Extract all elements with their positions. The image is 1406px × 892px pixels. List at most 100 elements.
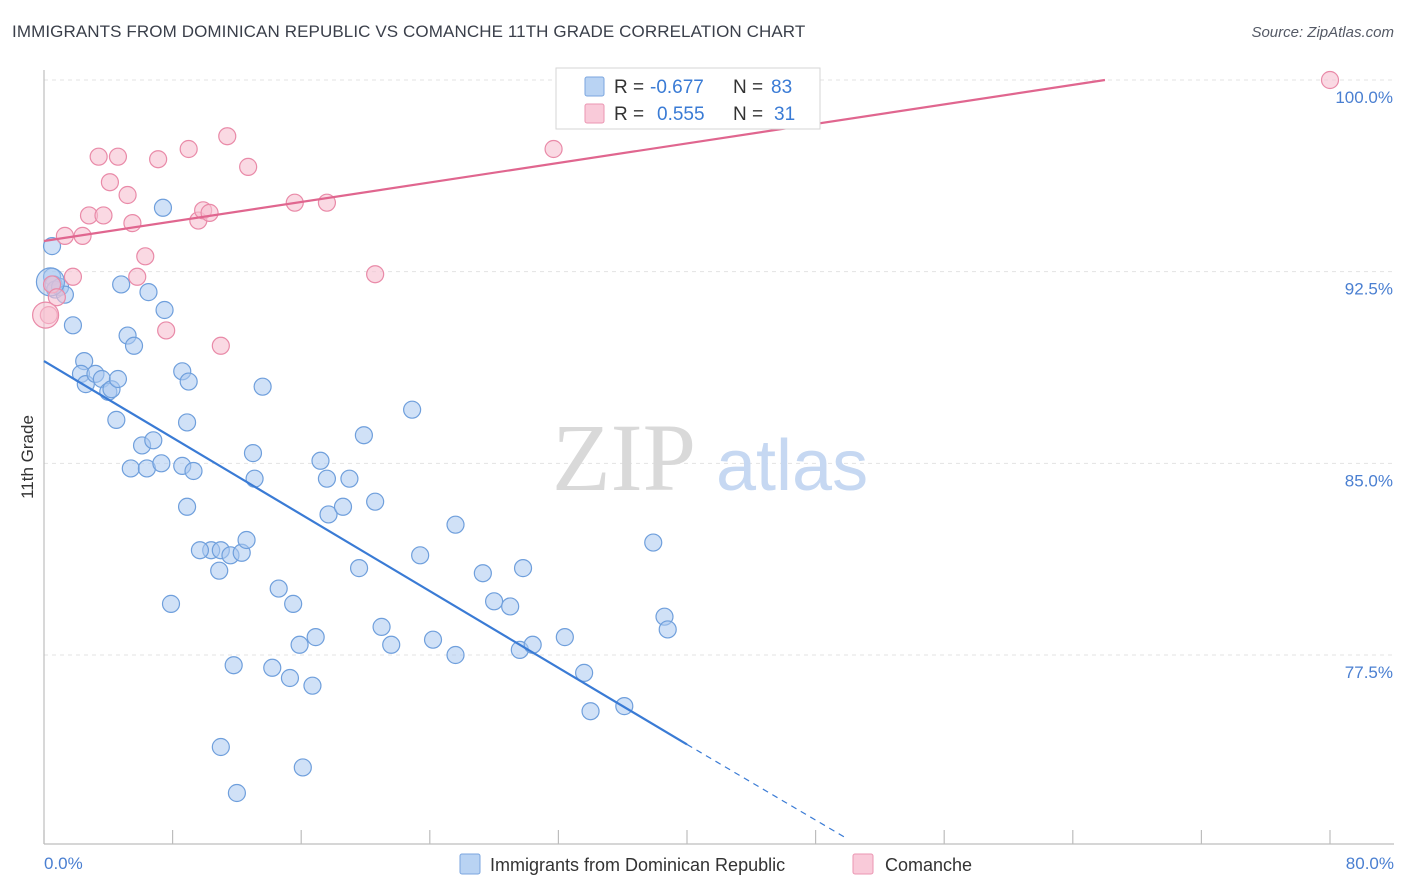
data-point-comanche: [108, 147, 128, 166]
data-point-dominican: [144, 431, 163, 450]
data-point-dominican: [340, 469, 359, 488]
data-point-dominican: [317, 469, 337, 488]
trend-line-dominican: [43, 360, 688, 746]
data-point-comanche: [366, 265, 385, 284]
data-point-dominican: [311, 451, 330, 470]
data-point-comanche: [47, 288, 66, 307]
data-point-comanche: [200, 203, 219, 222]
data-point-comanche: [239, 157, 258, 176]
stats-r-label-1: R =: [614, 77, 644, 98]
y-tick-label: 77.5%: [1345, 663, 1393, 682]
data-point-dominican: [245, 469, 264, 488]
data-point-dominican: [179, 372, 198, 391]
data-point-dominican: [306, 628, 325, 647]
data-point-dominican: [224, 656, 243, 675]
data-point-dominican: [446, 645, 465, 665]
y-tick-label: 85.0%: [1345, 471, 1393, 490]
trend-lines: [43, 78, 1106, 840]
series-legend-swatch-dominican: [459, 853, 481, 875]
data-point-dominican: [501, 597, 520, 616]
stats-r-value-1: -0.677: [650, 77, 704, 98]
data-point-dominican: [155, 300, 174, 320]
data-point-dominican: [42, 237, 62, 256]
data-point-dominican: [354, 426, 373, 445]
chart-title: IMMIGRANTS FROM DOMINICAN REPUBLIC VS CO…: [12, 22, 806, 41]
data-point-dominican: [190, 541, 210, 560]
data-point-dominican: [153, 198, 173, 217]
data-point-dominican: [303, 676, 322, 695]
x-tick-label-min: 0.0%: [44, 854, 83, 873]
data-point-dominican: [485, 592, 504, 611]
series-legend-label-dominican: Immigrants from Dominican Republic: [490, 855, 785, 875]
data-point-dominican: [269, 579, 288, 598]
data-point-dominican: [446, 515, 465, 534]
data-point-dominican: [372, 617, 391, 636]
data-point-dominican: [152, 454, 171, 473]
data-point-dominican: [555, 628, 574, 647]
data-point-dominican: [184, 461, 203, 481]
series-legend-label-comanche: Comanche: [885, 855, 972, 875]
trend-line-dominican-extension: [686, 743, 849, 840]
series-dominican-points: [35, 198, 677, 803]
data-point-dominican: [211, 737, 230, 757]
data-point-dominican: [403, 400, 422, 419]
x-axis-ticks: [43, 830, 1331, 844]
data-point-comanche: [32, 301, 60, 329]
stats-n-value-2: 31: [774, 104, 795, 125]
y-tick-label: 100.0%: [1335, 88, 1393, 107]
data-point-dominican: [112, 275, 131, 294]
data-point-dominican: [290, 635, 309, 654]
stats-n-label-2: N =: [733, 104, 763, 125]
data-point-dominican: [177, 413, 197, 432]
x-tick-label-max: 80.0%: [1346, 854, 1394, 873]
data-point-dominican: [366, 492, 385, 511]
data-point-comanche: [100, 173, 120, 192]
stats-r-label-2: R =: [614, 104, 644, 125]
data-point-comanche: [63, 267, 83, 286]
data-point-dominican: [237, 530, 256, 550]
watermark-atlas: atlas: [716, 426, 868, 506]
data-point-dominican: [658, 620, 677, 639]
data-point-dominican: [473, 564, 492, 583]
data-point-comanche: [118, 185, 137, 205]
data-point-dominican: [177, 497, 197, 516]
data-point-dominican: [124, 336, 144, 355]
data-point-comanche: [1320, 70, 1340, 90]
source-label: Source: ZipAtlas.com: [1251, 24, 1394, 41]
data-point-dominican: [423, 630, 443, 649]
trend-line-comanche: [43, 78, 1106, 243]
data-point-dominican: [139, 283, 158, 302]
data-point-comanche: [211, 336, 230, 355]
data-point-dominican: [575, 663, 594, 682]
data-point-dominican: [513, 559, 533, 578]
data-point-dominican: [581, 702, 600, 721]
data-point-dominican: [243, 444, 263, 463]
data-point-dominican: [227, 783, 246, 803]
data-point-dominican: [107, 410, 126, 429]
stats-r-value-2: 0.555: [657, 104, 705, 125]
data-point-dominican: [284, 594, 303, 613]
data-point-dominican: [210, 561, 229, 580]
stats-legend-swatch-pink: [584, 103, 605, 124]
y-tick-label: 92.5%: [1345, 280, 1393, 299]
data-point-comanche: [218, 127, 237, 146]
data-point-dominican: [263, 658, 282, 677]
data-point-dominican: [63, 316, 83, 335]
data-point-dominican: [382, 635, 401, 654]
series-legend: Immigrants from Dominican Republic Coman…: [459, 853, 972, 875]
stats-n-label-1: N =: [733, 77, 763, 98]
data-point-comanche: [157, 321, 176, 340]
data-point-comanche: [149, 150, 168, 169]
y-tick-labels: 77.5% 85.0% 92.5% 100.0%: [1335, 88, 1393, 682]
data-point-comanche: [544, 139, 563, 159]
series-comanche-points: [32, 70, 1340, 355]
data-point-comanche: [128, 267, 147, 286]
data-point-dominican: [349, 559, 369, 578]
y-axis-label: 11th Grade: [18, 415, 37, 499]
stats-legend: R = -0.677 N = 83 R = 0.555 N = 31: [555, 67, 821, 130]
data-point-dominican: [161, 594, 181, 613]
data-point-dominican: [523, 635, 542, 654]
data-point-dominican: [121, 459, 140, 478]
data-point-dominican: [333, 497, 353, 516]
